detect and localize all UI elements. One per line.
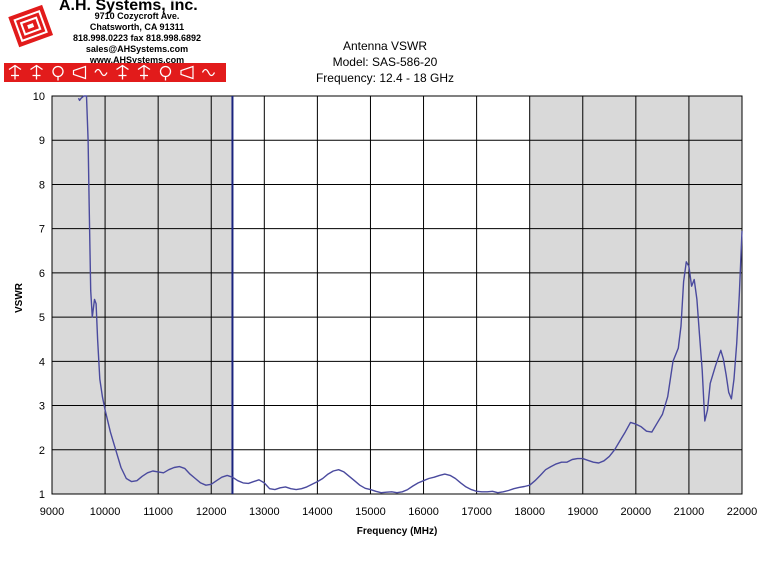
x-tick-label: 9000 [40,506,64,518]
out-of-band-region [52,96,233,494]
x-tick-label: 22000 [727,506,758,518]
y-tick-label: 2 [39,445,45,457]
antenna-icon [137,64,151,80]
x-tick-label: 20000 [621,506,652,518]
chart-title-line: Frequency: 12.4 - 18 GHz [315,71,455,85]
company-phone: 818.998.0223 fax 818.998.6892 [72,33,202,43]
chart-title-line: Model: SAS-586-20 [332,55,438,69]
waveguide-icon [201,68,216,77]
y-axis-label: VSWR [14,282,25,313]
vswr-line [77,95,743,494]
y-tick-label: 5 [39,312,45,324]
y-axis: 1 2 3 4 5 6 7 8 9 10 [33,91,45,501]
x-tick-label: 12000 [196,506,227,518]
x-axis: 9000 10000 11000 12000 13000 14000 15000 16000 1… [40,506,758,518]
series-layer [77,95,743,494]
company-web: sales@AHSystems.com www.AHSystems.com [85,44,189,65]
chart-title: Antenna VSWR Model: SAS-586-20 Frequency… [255,38,515,86]
y-tick-label: 8 [39,179,45,191]
x-tick-label: 15000 [355,506,386,518]
plot-border [51,95,743,495]
grid-lines [51,95,743,495]
x-axis-label: Frequency (MHz) [357,526,438,537]
x-tick-label: 17000 [461,506,492,518]
y-tick-label: 6 [39,268,45,280]
y-tick-label: 1 [39,489,45,501]
company-header: A.H. Systems, inc. 9710 Cozycroft Ave. C… [52,0,222,66]
loop-antenna-icon [159,65,172,81]
x-tick-label: 10000 [90,506,121,518]
x-tick-label: 11000 [143,506,173,518]
product-icon-strip [4,63,226,82]
y-tick-label: 10 [33,91,45,103]
x-tick-label: 16000 [408,506,439,518]
horn-antenna-icon [72,65,87,80]
chart-title-line: Antenna VSWR [342,39,428,53]
plot-area [52,96,742,494]
x-tick-label: 13000 [249,506,280,518]
y-tick-label: 7 [39,224,45,236]
x-tick-label: 14000 [302,506,333,518]
company-name: A.H. Systems, inc. [59,0,198,14]
x-tick-label: 18000 [514,506,545,518]
x-tick-label: 21000 [674,506,705,518]
y-tick-label: 4 [39,356,45,368]
antenna-icon [8,64,22,80]
y-tick-label: 3 [39,401,45,413]
x-tick-label: 19000 [567,506,598,518]
waveguide-icon [94,68,108,77]
company-address: 9710 Cozycroft Ave. [94,11,180,21]
horn-antenna-icon [180,65,194,80]
company-city: Chatsworth, CA 91311 [89,22,185,32]
company-logo [7,2,55,52]
y-tick-label: 9 [39,135,45,147]
antenna-icon [116,64,129,80]
antenna-icon [30,64,43,80]
loop-antenna-icon [52,65,64,81]
